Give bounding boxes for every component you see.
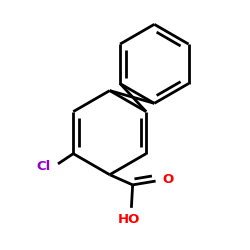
Text: Cl: Cl [37, 160, 51, 173]
Text: HO: HO [118, 213, 140, 226]
Text: O: O [162, 173, 173, 186]
